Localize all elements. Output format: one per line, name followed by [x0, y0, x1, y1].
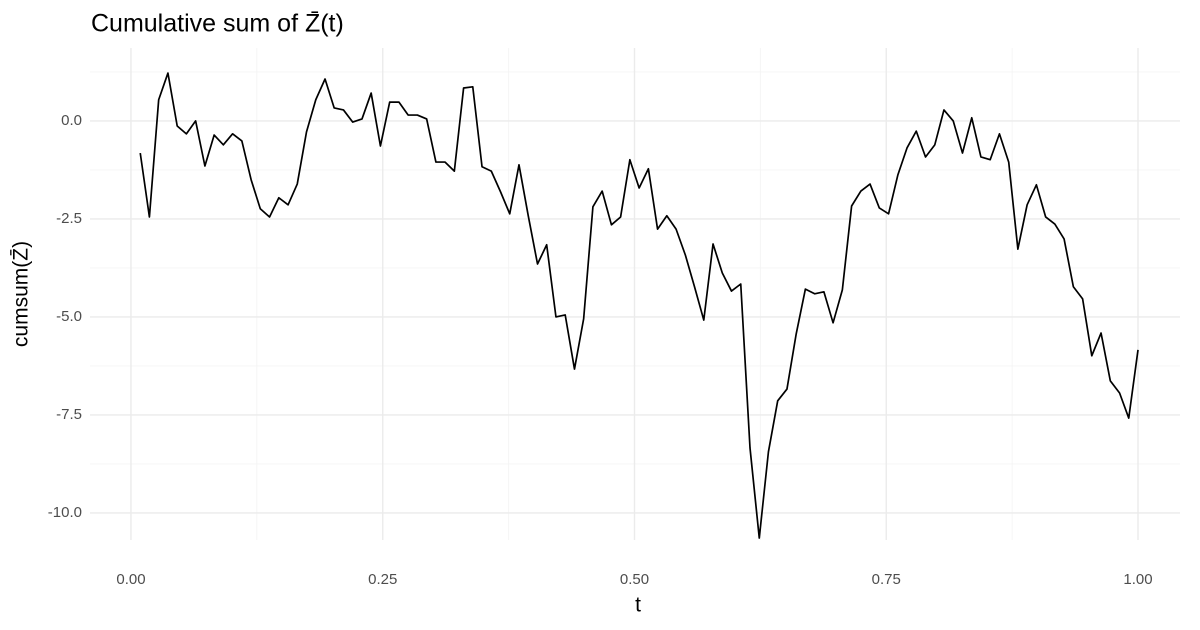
x-axis-title: t — [635, 594, 641, 617]
x-tick-label: 1.00 — [1123, 571, 1152, 588]
y-tick-label: 0.0 — [61, 112, 82, 129]
data-line — [139, 72, 1139, 539]
x-tick-label: 0.75 — [872, 571, 901, 588]
x-tick-label: 0.50 — [620, 571, 649, 588]
chart-title: Cumulative sum of Z̄(t) — [91, 10, 344, 38]
y-axis-title: cumsum(Z̄) — [9, 241, 32, 347]
y-tick-label: -2.5 — [56, 210, 82, 227]
x-tick-label: 0.00 — [116, 571, 145, 588]
x-tick-label: 0.25 — [368, 571, 397, 588]
grid — [90, 48, 1180, 540]
y-tick-label: -10.0 — [48, 504, 82, 521]
y-tick-label: -7.5 — [56, 406, 82, 423]
y-tick-label: -5.0 — [56, 308, 82, 325]
